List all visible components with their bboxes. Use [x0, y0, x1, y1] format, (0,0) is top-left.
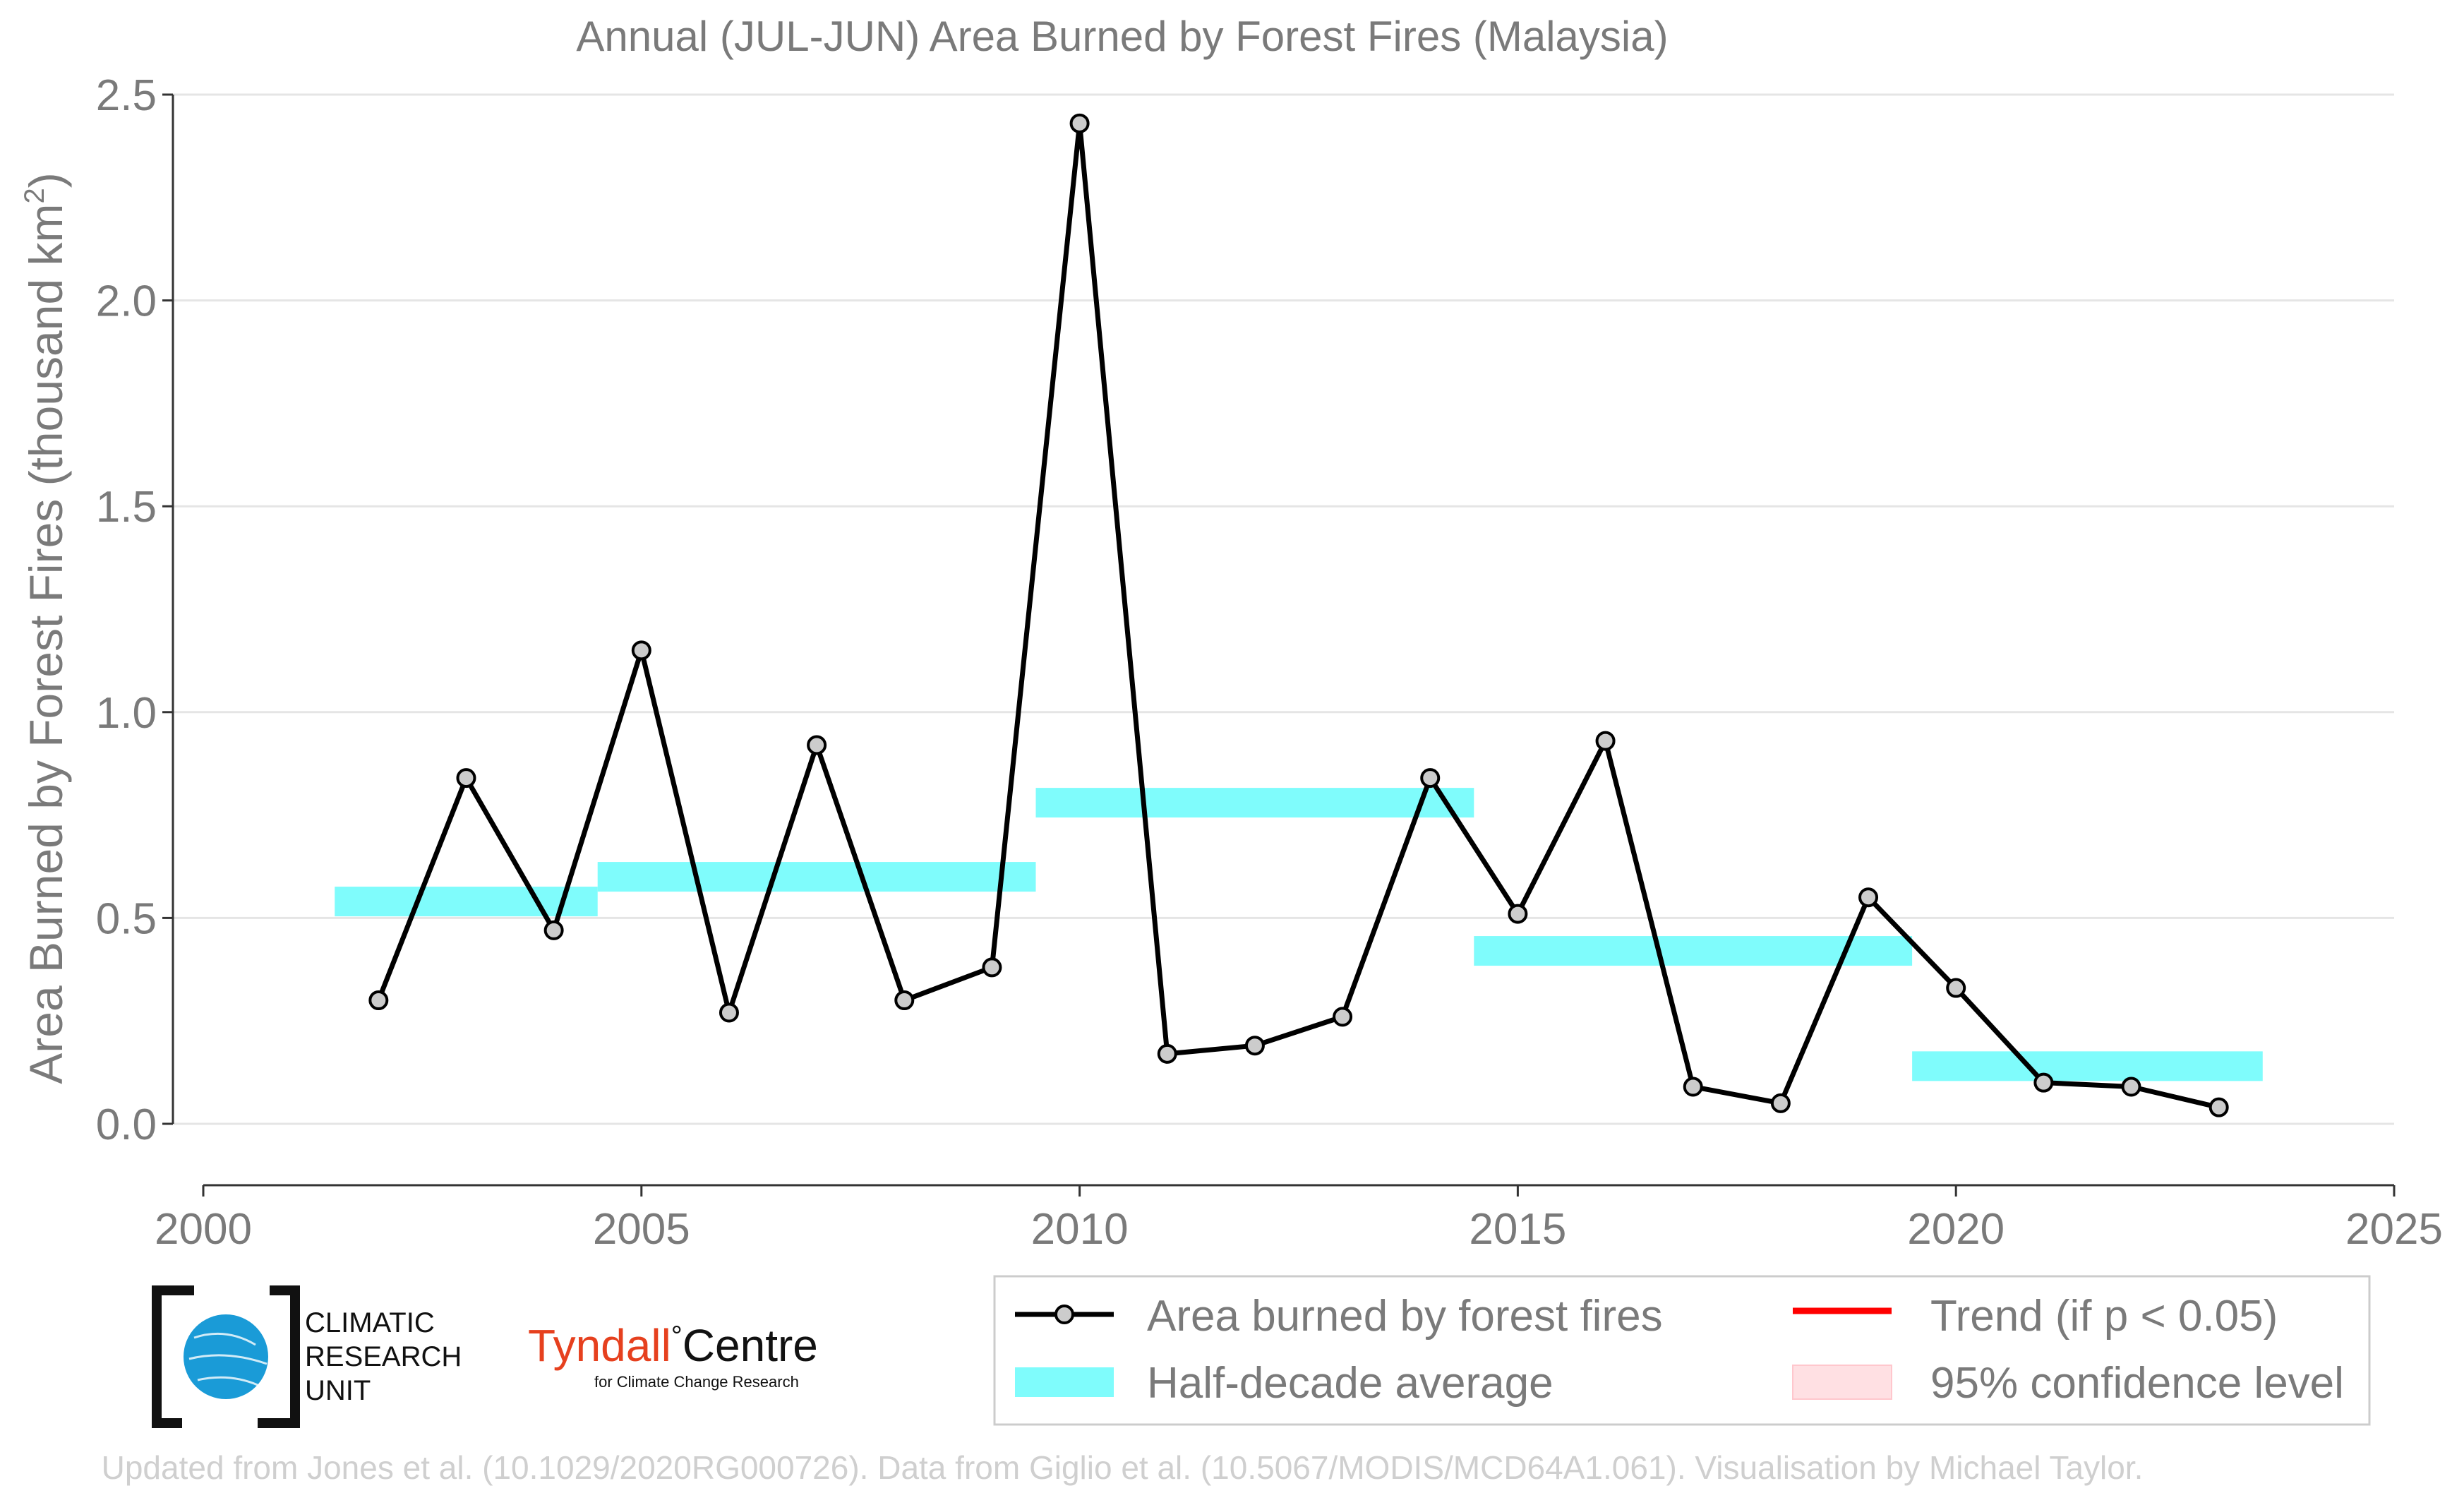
- data-point: [543, 920, 564, 940]
- cru-logo: CLIMATIC RESEARCH UNIT: [152, 1285, 462, 1428]
- y-axis-ticks: 0.0 0.5 1.0 1.5 2.0 2.5: [96, 71, 173, 1149]
- y-tick-label: 2.0: [96, 277, 157, 326]
- cru-logo-line-2: RESEARCH: [305, 1341, 462, 1372]
- series-line: [376, 121, 2220, 1110]
- data-point: [807, 735, 827, 755]
- y-tick-label: 1.5: [96, 483, 157, 532]
- data-point: [631, 640, 651, 661]
- x-tick-label: 2015: [1469, 1205, 1566, 1254]
- data-point: [1770, 1093, 1791, 1113]
- tyndall-logo-name-2: Centre: [683, 1320, 818, 1371]
- legend-box: [993, 1275, 2371, 1426]
- data-point: [2033, 1072, 2054, 1093]
- legend-swatch-half-decade: [1015, 1367, 1114, 1397]
- half-decade-band: [597, 862, 1036, 892]
- y-axis-label-sup: 2: [19, 188, 50, 203]
- data-point: [456, 768, 476, 789]
- x-tick-label: 2010: [1031, 1205, 1129, 1254]
- data-point: [1858, 887, 1879, 908]
- data-point: [1508, 904, 1528, 924]
- data-point: [894, 990, 915, 1011]
- footer-credit: Updated from Jones et al. (10.1029/2020R…: [102, 1449, 2144, 1486]
- x-tick-label: 2000: [155, 1205, 252, 1254]
- grid-lines: [173, 93, 2394, 1125]
- legend-swatch-marker: [1054, 1305, 1074, 1324]
- data-point: [1595, 731, 1616, 751]
- half-decade-band: [335, 887, 598, 917]
- tyndall-logo: Tyndall°Centre for Climate Change Resear…: [528, 1320, 818, 1391]
- x-tick-label: 2020: [1907, 1205, 2005, 1254]
- data-point: [368, 990, 389, 1011]
- y-axis-label-close: ): [20, 172, 72, 188]
- data-point: [1244, 1036, 1265, 1056]
- data-point: [2121, 1077, 2141, 1097]
- tyndall-logo-name-1: Tyndall: [528, 1320, 671, 1371]
- x-axis-ticks: 2000 2005 2010 2015 2020 2025: [155, 1185, 2443, 1254]
- half-decade-band: [1035, 788, 1474, 818]
- legend-label-confidence: 95% confidence level: [1930, 1359, 2344, 1408]
- x-tick-label: 2025: [2345, 1205, 2443, 1254]
- data-point: [1069, 113, 1090, 133]
- cru-logo-bracket-left: [152, 1285, 194, 1428]
- y-axis-label-main: Area Burned by Forest Fires (thousand km: [20, 204, 72, 1084]
- series-area-burned: [368, 113, 2229, 1117]
- cru-logo-line-3: UNIT: [305, 1375, 371, 1406]
- cru-logo-line-1: CLIMATIC: [305, 1307, 435, 1338]
- data-point: [1157, 1043, 1177, 1064]
- half-decade-band: [1912, 1051, 2263, 1081]
- chart-title: Annual (JUL-JUN) Area Burned by Forest F…: [576, 13, 1668, 60]
- tyndall-logo-degree: °: [671, 1321, 683, 1352]
- data-point: [2208, 1097, 2229, 1117]
- y-tick-label: 1.0: [96, 689, 157, 738]
- data-point: [1683, 1077, 1703, 1097]
- legend-swatch-confidence: [1792, 1365, 1892, 1400]
- data-point: [1946, 978, 1966, 998]
- legend-label-trend: Trend (if p < 0.05): [1930, 1292, 2278, 1341]
- legend-label-half-decade: Half-decade average: [1147, 1359, 1553, 1408]
- x-tick-label: 2005: [593, 1205, 690, 1254]
- data-point: [719, 1002, 739, 1023]
- y-axis-label: Area Burned by Forest Fires (thousand km…: [19, 172, 72, 1084]
- data-point: [1333, 1007, 1353, 1027]
- y-tick-label: 0.5: [96, 894, 157, 943]
- y-tick-label: 2.5: [96, 71, 157, 120]
- half-decade-bands: [335, 788, 2263, 1081]
- data-point: [982, 957, 1002, 978]
- data-point: [1420, 768, 1441, 789]
- cru-logo-bracket-right: [258, 1285, 300, 1428]
- globe-icon-lines: [188, 1332, 268, 1386]
- legend: Area burned by forest fires Trend (if p …: [993, 1275, 2371, 1426]
- tyndall-logo-name: Tyndall°Centre: [528, 1320, 818, 1371]
- legend-label-area-burned: Area burned by forest fires: [1147, 1292, 1663, 1341]
- tyndall-logo-tagline: for Climate Change Research: [594, 1373, 799, 1391]
- y-tick-label: 0.0: [96, 1101, 157, 1149]
